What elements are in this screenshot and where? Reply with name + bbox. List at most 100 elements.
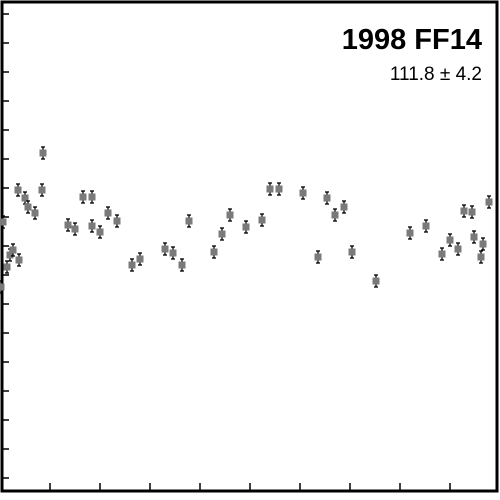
data-point [446, 233, 454, 247]
point-marker [470, 233, 478, 241]
point-marker [275, 185, 283, 193]
point-marker [79, 193, 87, 201]
data-point [3, 260, 11, 274]
point-marker [485, 198, 493, 206]
data-point [210, 245, 218, 259]
data-point [31, 206, 39, 220]
data-point [218, 227, 226, 241]
data-point [454, 242, 462, 256]
point-marker [479, 240, 487, 248]
point-marker [113, 217, 121, 225]
data-point [348, 245, 356, 259]
data-point [372, 274, 380, 288]
data-point [9, 243, 17, 257]
point-marker [258, 216, 266, 224]
data-point [275, 182, 283, 196]
data-point [331, 208, 339, 222]
point-marker [104, 209, 112, 217]
point-marker [3, 263, 11, 271]
data-point [79, 190, 87, 204]
data-point [242, 220, 250, 234]
point-marker [21, 194, 29, 202]
point-marker [88, 193, 96, 201]
point-marker [161, 245, 169, 253]
point-marker [348, 248, 356, 256]
point-marker [169, 249, 177, 257]
point-marker [31, 209, 39, 217]
point-marker [38, 186, 46, 194]
point-marker [136, 255, 144, 263]
data-point [299, 186, 307, 200]
point-marker [6, 251, 14, 259]
data-point [15, 253, 23, 267]
data-point [185, 214, 193, 228]
point-marker [226, 211, 234, 219]
point-marker [64, 221, 72, 229]
point-marker [242, 223, 250, 231]
point-marker [314, 253, 322, 261]
data-point [460, 204, 468, 218]
point-marker [340, 203, 348, 211]
data-point [178, 258, 186, 272]
point-marker [468, 208, 476, 216]
data-point [438, 247, 446, 261]
point-marker [477, 253, 485, 261]
chart-subtitle: 111.8 ± 4.2 [390, 64, 482, 85]
point-marker [71, 225, 79, 233]
point-marker [185, 217, 193, 225]
data-point [38, 183, 46, 197]
point-marker [0, 218, 7, 226]
data-point [71, 222, 79, 236]
point-marker [266, 185, 274, 193]
data-point [0, 215, 7, 229]
data-point [323, 191, 331, 205]
point-marker [454, 245, 462, 253]
data-point [340, 200, 348, 214]
data-point [468, 205, 476, 219]
point-marker [15, 256, 23, 264]
point-marker [14, 186, 22, 194]
point-marker [9, 246, 17, 254]
axis-ticks [2, 13, 451, 491]
data-point [128, 258, 136, 272]
data-point [479, 237, 487, 251]
data-point [477, 250, 485, 264]
point-marker [218, 230, 226, 238]
point-marker [88, 222, 96, 230]
data-point [258, 213, 266, 227]
point-marker [438, 250, 446, 258]
point-marker [460, 207, 468, 215]
chart-title: 1998 FF14 [342, 24, 482, 56]
data-point [470, 230, 478, 244]
data-point [422, 219, 430, 233]
data-point [64, 218, 72, 232]
data-point [24, 200, 32, 214]
point-marker [422, 222, 430, 230]
data-point [88, 190, 96, 204]
data-point [406, 226, 414, 240]
point-marker [0, 283, 5, 291]
data-point [485, 195, 493, 209]
data-point [104, 206, 112, 220]
data-point [96, 225, 104, 239]
data-points [0, 146, 493, 294]
point-marker [178, 261, 186, 269]
point-marker [446, 236, 454, 244]
data-point [226, 208, 234, 222]
data-point [39, 146, 47, 160]
data-point [314, 250, 322, 264]
data-point [113, 214, 121, 228]
point-marker [299, 189, 307, 197]
point-marker [323, 194, 331, 202]
point-marker [331, 211, 339, 219]
point-marker [96, 228, 104, 236]
data-point [161, 242, 169, 256]
point-marker [24, 203, 32, 211]
data-point [136, 252, 144, 266]
data-point [169, 246, 177, 260]
data-point [14, 183, 22, 197]
point-marker [372, 277, 380, 285]
point-marker [128, 261, 136, 269]
point-marker [406, 229, 414, 237]
